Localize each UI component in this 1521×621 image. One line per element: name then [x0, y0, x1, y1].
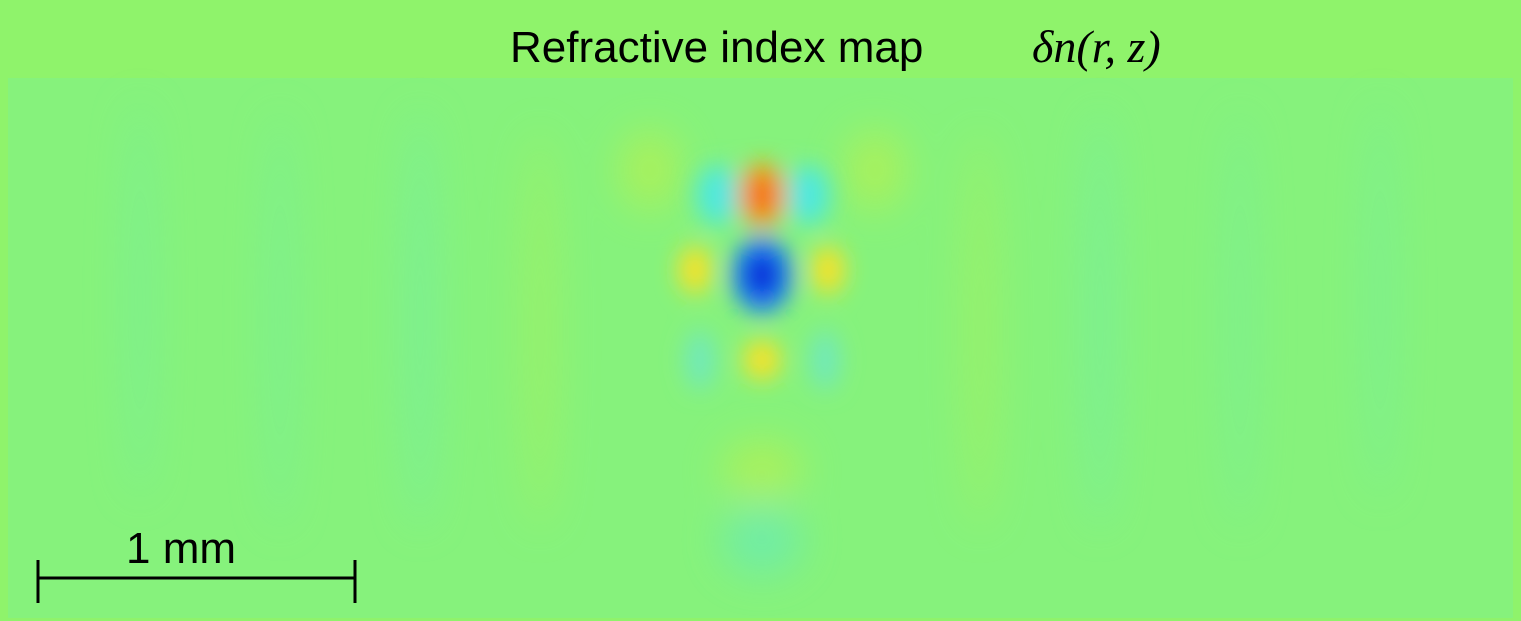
title-math: δn(r, z)	[1032, 21, 1161, 72]
refractive-index-field	[8, 78, 1513, 618]
scale-bar	[36, 560, 357, 603]
central-pattern	[679, 163, 844, 390]
scale-bar-label: 1 mm	[126, 524, 236, 573]
side-fringes	[126, 100, 1394, 575]
title: Refractive index map	[510, 23, 923, 72]
